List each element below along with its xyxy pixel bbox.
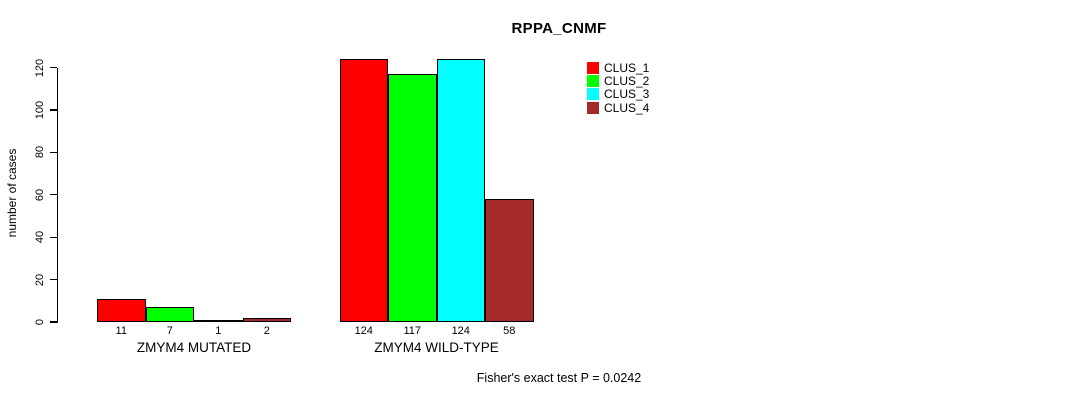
y-tick-label: 120 <box>34 58 46 77</box>
y-tick-mark <box>50 151 57 154</box>
chart-title: RPPA_CNMF <box>511 20 607 37</box>
y-axis-title: number of cases <box>5 148 19 238</box>
y-tick-label: 60 <box>34 188 46 201</box>
y-tick-mark <box>50 321 57 323</box>
y-tick-label: 100 <box>34 100 46 120</box>
legend-row-clus_4: CLUS_4 <box>587 101 649 114</box>
y-tick-mark <box>50 279 57 281</box>
y-tick-label: 20 <box>34 273 46 286</box>
bar-clus_3-wildtype <box>436 59 485 322</box>
bar-value-label: 58 <box>503 325 516 337</box>
bar-value-label: 1 <box>215 325 222 337</box>
bar-clus_4-wildtype <box>485 199 534 322</box>
y-tick-label: 0 <box>34 318 46 326</box>
bar-clus_1-wildtype <box>339 59 388 322</box>
bar-clus_4-mutated <box>242 317 291 322</box>
legend-row-clus_1: CLUS_1 <box>587 61 649 74</box>
bar-value-label: 7 <box>166 325 173 337</box>
y-tick-mark <box>50 67 57 69</box>
bar-value-label: 117 <box>403 325 422 337</box>
y-tick-label: 80 <box>34 146 46 159</box>
bar-value-label: 2 <box>263 325 270 337</box>
legend-row-clus_3: CLUS_3 <box>587 88 649 101</box>
legend-swatch-icon <box>587 75 599 88</box>
legend-label: CLUS_3 <box>604 87 650 102</box>
bar-clus_2-mutated <box>145 307 194 322</box>
legend: CLUS_1 CLUS_2 CLUS_3 CLUS_4 <box>587 61 649 115</box>
legend-swatch-icon <box>587 101 599 114</box>
y-tick-mark <box>50 194 57 196</box>
bar-value-label: 124 <box>451 325 470 337</box>
bar-clus_2-wildtype <box>388 74 437 322</box>
bar-value-label: 11 <box>115 325 127 337</box>
y-tick-mark <box>50 109 57 111</box>
y-axis-line <box>57 67 59 323</box>
legend-label: CLUS_4 <box>604 100 650 115</box>
legend-swatch-icon <box>587 88 599 101</box>
y-tick-label: 40 <box>34 231 46 244</box>
legend-label: CLUS_2 <box>604 74 650 89</box>
x-category-label: ZMYM4 MUTATED <box>136 340 252 355</box>
y-tick-mark <box>50 236 57 238</box>
bar-value-label: 124 <box>354 325 373 337</box>
legend-row-clus_2: CLUS_2 <box>587 74 650 89</box>
legend-swatch-icon <box>587 61 599 74</box>
bar-clus_3-mutated <box>194 319 243 322</box>
bar-clus_1-mutated <box>97 298 146 322</box>
legend-label: CLUS_1 <box>604 60 650 75</box>
fisher-test-annotation: Fisher's exact test P = 0.0242 <box>476 371 642 385</box>
x-category-label: ZMYM4 WILD-TYPE <box>374 340 499 355</box>
